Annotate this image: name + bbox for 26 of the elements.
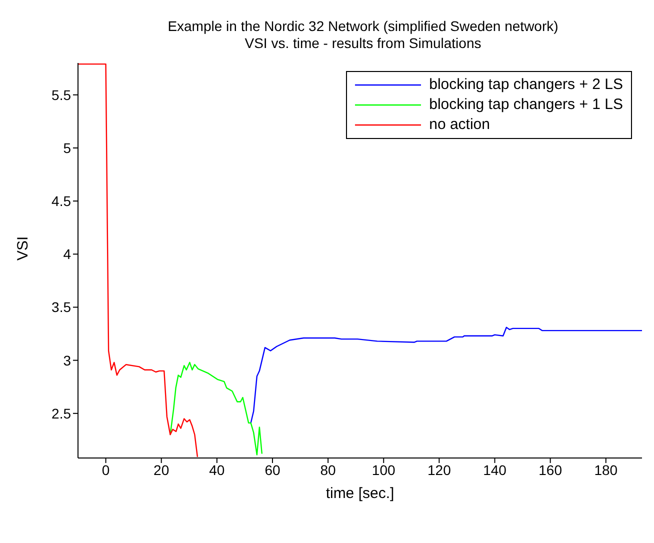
y-tick-label: 2.5 bbox=[52, 405, 72, 422]
x-tick-label: 120 bbox=[428, 462, 452, 478]
legend-label: no action bbox=[429, 115, 490, 135]
x-tick-label: 140 bbox=[483, 462, 507, 478]
x-tick-label: 160 bbox=[538, 462, 562, 478]
x-tick-label: 60 bbox=[264, 462, 280, 478]
chart-subtitle: VSI vs. time - results from Simulations bbox=[244, 35, 482, 52]
x-tick-label: 40 bbox=[209, 462, 225, 478]
line-series bbox=[250, 326, 642, 424]
y-tick-label: 3.5 bbox=[52, 299, 72, 316]
y-tick-label: 5.5 bbox=[52, 86, 72, 103]
x-tick-label: 180 bbox=[594, 462, 618, 478]
y-tick-label: 4.5 bbox=[52, 193, 72, 210]
x-tick-label: 80 bbox=[320, 462, 336, 478]
y-tick-label: 5 bbox=[63, 140, 72, 156]
y-axis-title: VSI bbox=[14, 236, 32, 260]
y-tick-label: 4 bbox=[63, 246, 72, 262]
x-tick-label: 100 bbox=[372, 462, 396, 478]
line-series bbox=[170, 362, 263, 456]
x-axis-title: time [sec.] bbox=[326, 485, 394, 502]
y-tick-label: 3 bbox=[63, 352, 72, 368]
legend-label: blocking tap changers + 2 LS bbox=[429, 75, 623, 95]
chart-title: Example in the Nordic 32 Network (simplified Sweden network) bbox=[166, 18, 560, 35]
x-tick-label: 0 bbox=[102, 462, 110, 478]
legend-label: blocking tap changers + 1 LS bbox=[429, 95, 623, 115]
x-tick-label: 20 bbox=[154, 462, 170, 478]
